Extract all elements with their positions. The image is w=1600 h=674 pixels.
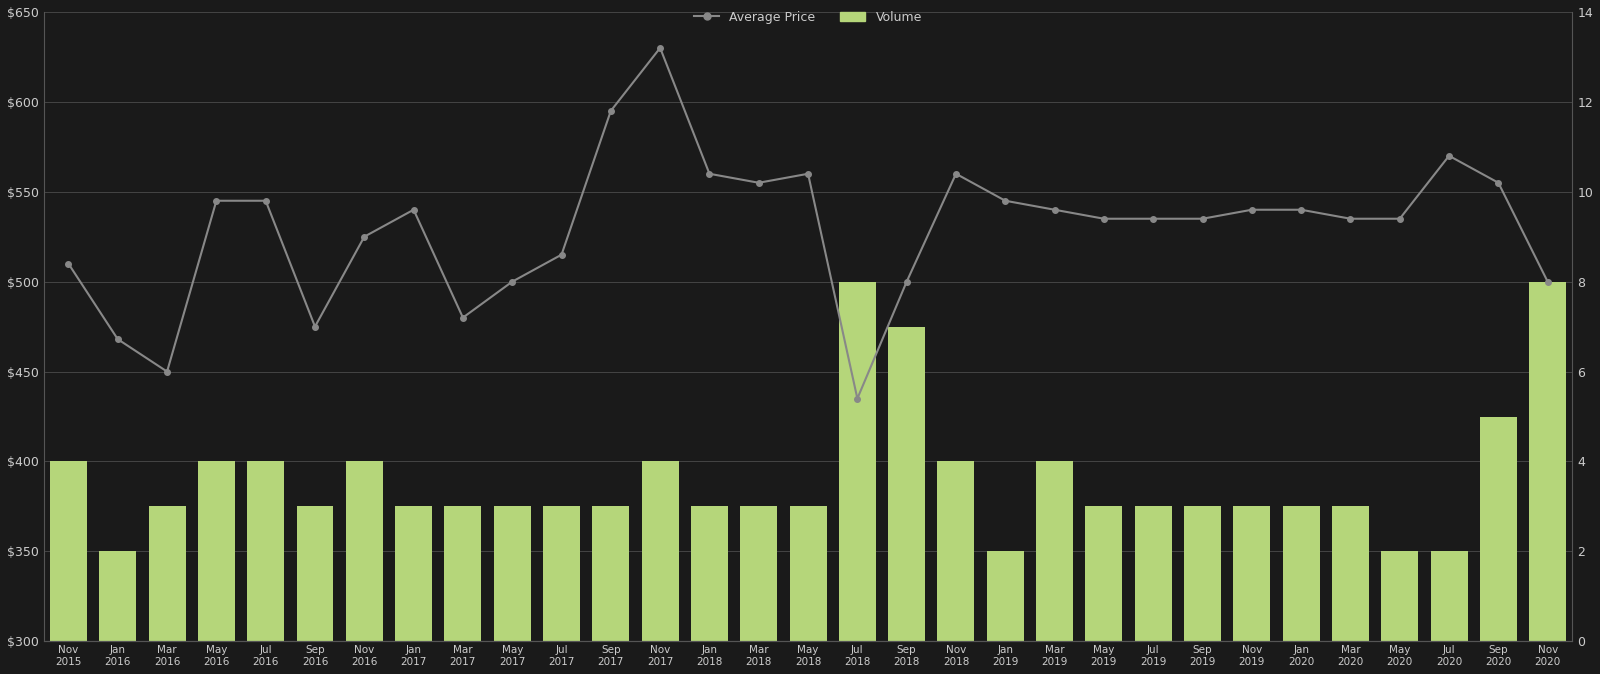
Average Price (898, 278, 917, 286)
Average Price (699, 170, 718, 178)
Average Price (157, 367, 176, 375)
Bar (838, 282, 875, 641)
Average Price (1538, 278, 1557, 286)
Bar (741, 506, 778, 641)
Average Price (552, 251, 571, 259)
Bar (642, 462, 678, 641)
Bar (246, 462, 285, 641)
Bar (99, 551, 136, 641)
Line: Average Price: Average Price (66, 45, 1550, 401)
Bar (1430, 551, 1467, 641)
Bar (691, 506, 728, 641)
Bar (346, 462, 382, 641)
Bar (1184, 506, 1221, 641)
Average Price (355, 233, 374, 241)
Bar (592, 506, 629, 641)
Bar (198, 462, 235, 641)
Bar (1530, 282, 1566, 641)
Average Price (1242, 206, 1261, 214)
Average Price (651, 44, 670, 52)
Average Price (1341, 215, 1360, 223)
Average Price (1144, 215, 1163, 223)
Average Price (848, 394, 867, 402)
Bar (1381, 551, 1418, 641)
Bar (789, 506, 827, 641)
Bar (1037, 462, 1074, 641)
Bar (149, 506, 186, 641)
Average Price (1440, 152, 1459, 160)
Average Price (1194, 215, 1213, 223)
Average Price (206, 197, 226, 205)
Bar (542, 506, 581, 641)
Bar (938, 462, 974, 641)
Average Price (453, 313, 472, 321)
Bar (395, 506, 432, 641)
Bar (1234, 506, 1270, 641)
Bar (1331, 506, 1370, 641)
Bar (987, 551, 1024, 641)
Average Price (306, 323, 325, 331)
Average Price (749, 179, 768, 187)
Bar (1283, 506, 1320, 641)
Average Price (995, 197, 1014, 205)
Bar (50, 462, 86, 641)
Average Price (946, 170, 965, 178)
Average Price (109, 335, 128, 343)
Average Price (1045, 206, 1064, 214)
Bar (1134, 506, 1171, 641)
Bar (296, 506, 333, 641)
Bar (1085, 506, 1122, 641)
Bar (445, 506, 482, 641)
Average Price (502, 278, 522, 286)
Bar (1480, 417, 1517, 641)
Average Price (798, 170, 818, 178)
Average Price (1291, 206, 1310, 214)
Average Price (1390, 215, 1410, 223)
Bar (888, 327, 925, 641)
Average Price (256, 197, 275, 205)
Legend: Average Price, Volume: Average Price, Volume (690, 5, 926, 28)
Average Price (59, 259, 78, 268)
Average Price (602, 106, 621, 115)
Average Price (1094, 215, 1114, 223)
Average Price (1488, 179, 1507, 187)
Average Price (405, 206, 424, 214)
Bar (494, 506, 531, 641)
